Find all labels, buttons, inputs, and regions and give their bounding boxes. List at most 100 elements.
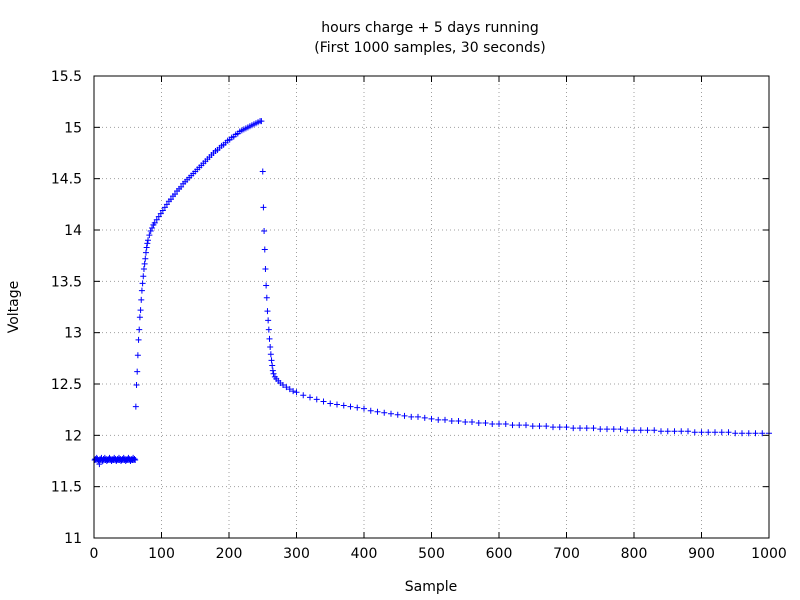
data-point (268, 357, 275, 364)
data-point (283, 384, 290, 391)
data-point (489, 421, 496, 428)
data-point (624, 427, 631, 434)
data-point (604, 426, 610, 433)
data-point (543, 423, 550, 430)
data-point (136, 314, 143, 321)
data-point (394, 411, 401, 418)
data-point (577, 425, 583, 432)
data-point (142, 255, 149, 262)
data-point (266, 335, 273, 342)
x-tick-label: 0 (90, 546, 99, 562)
data-point (140, 266, 147, 273)
data-point (334, 401, 340, 408)
x-tick-label: 700 (553, 546, 580, 562)
data-point (475, 420, 482, 427)
data-point (658, 428, 664, 435)
data-point (178, 183, 185, 190)
y-tick-label: 11.5 (51, 480, 82, 496)
data-point (261, 228, 268, 235)
data-point (263, 294, 270, 301)
data-point (705, 429, 712, 436)
data-point (260, 204, 267, 211)
y-tick-label: 13.5 (51, 274, 82, 290)
data-point (135, 336, 142, 343)
data-point (265, 317, 272, 324)
data-point (149, 224, 156, 231)
data-point (327, 400, 334, 407)
data-point (725, 429, 732, 436)
data-point (523, 422, 529, 429)
data-point (583, 425, 590, 432)
x-tick-label: 200 (216, 546, 243, 562)
data-point (142, 249, 149, 256)
data-point (172, 191, 178, 198)
data-point (597, 426, 604, 433)
data-point (133, 382, 140, 389)
y-tick-label: 12 (64, 428, 82, 444)
data-point (146, 232, 153, 239)
chart-title: hours charge + 5 days running (321, 20, 538, 36)
data-point (131, 455, 138, 462)
y-axis-ticks: 11 11.5 12 12.5 13 13.5 14 14.5 15 15.5 (51, 69, 769, 547)
y-tick-label: 14.5 (51, 172, 82, 188)
data-point (739, 430, 745, 437)
data-point (151, 219, 158, 226)
data-point (644, 427, 651, 434)
x-tick-label: 1000 (751, 546, 787, 562)
data-point (529, 423, 536, 430)
x-tick-label: 900 (688, 546, 715, 562)
data-point (664, 428, 671, 435)
data-point (138, 287, 145, 294)
data-point (496, 421, 502, 428)
data-point (163, 201, 170, 208)
data-point (516, 422, 523, 429)
data-point (270, 370, 277, 377)
data-point (745, 430, 752, 437)
data-point (269, 367, 276, 374)
x-tick-label: 300 (283, 546, 310, 562)
data-point (293, 389, 300, 396)
x-tick-label: 500 (418, 546, 445, 562)
data-point (442, 416, 448, 423)
data-point (145, 237, 151, 244)
data-point (651, 427, 658, 434)
data-point (269, 362, 276, 369)
data-point (144, 240, 151, 247)
data-point (262, 266, 269, 273)
x-tick-label: 800 (621, 546, 648, 562)
data-point (267, 351, 274, 358)
data-point (340, 402, 347, 409)
data-point (617, 426, 624, 433)
data-point (138, 296, 145, 303)
data-point (161, 204, 168, 211)
data-point (415, 413, 421, 420)
data-point (401, 412, 408, 419)
data-point (462, 418, 469, 425)
data-points (91, 118, 772, 468)
data-point (347, 403, 354, 410)
y-tick-label: 13 (64, 326, 82, 342)
data-point (300, 392, 307, 399)
chart-subtitle: (First 1000 samples, 30 seconds) (314, 40, 546, 56)
data-point (536, 423, 543, 430)
y-tick-label: 14 (64, 223, 82, 239)
data-point (732, 430, 739, 437)
data-point (96, 461, 103, 468)
data-point (307, 394, 313, 401)
data-point (685, 428, 691, 435)
y-tick-label: 11 (64, 531, 82, 547)
data-point (159, 207, 166, 214)
data-point (313, 396, 320, 403)
y-tick-label: 15.5 (51, 69, 82, 85)
data-point (455, 417, 462, 424)
data-point (258, 118, 265, 125)
data-point (421, 414, 428, 421)
data-point (259, 168, 266, 175)
data-point (137, 307, 144, 314)
data-point (388, 410, 394, 417)
data-point (698, 429, 705, 436)
data-point (280, 382, 286, 389)
data-point (435, 416, 442, 423)
data-point (139, 280, 146, 287)
data-point (469, 418, 475, 425)
